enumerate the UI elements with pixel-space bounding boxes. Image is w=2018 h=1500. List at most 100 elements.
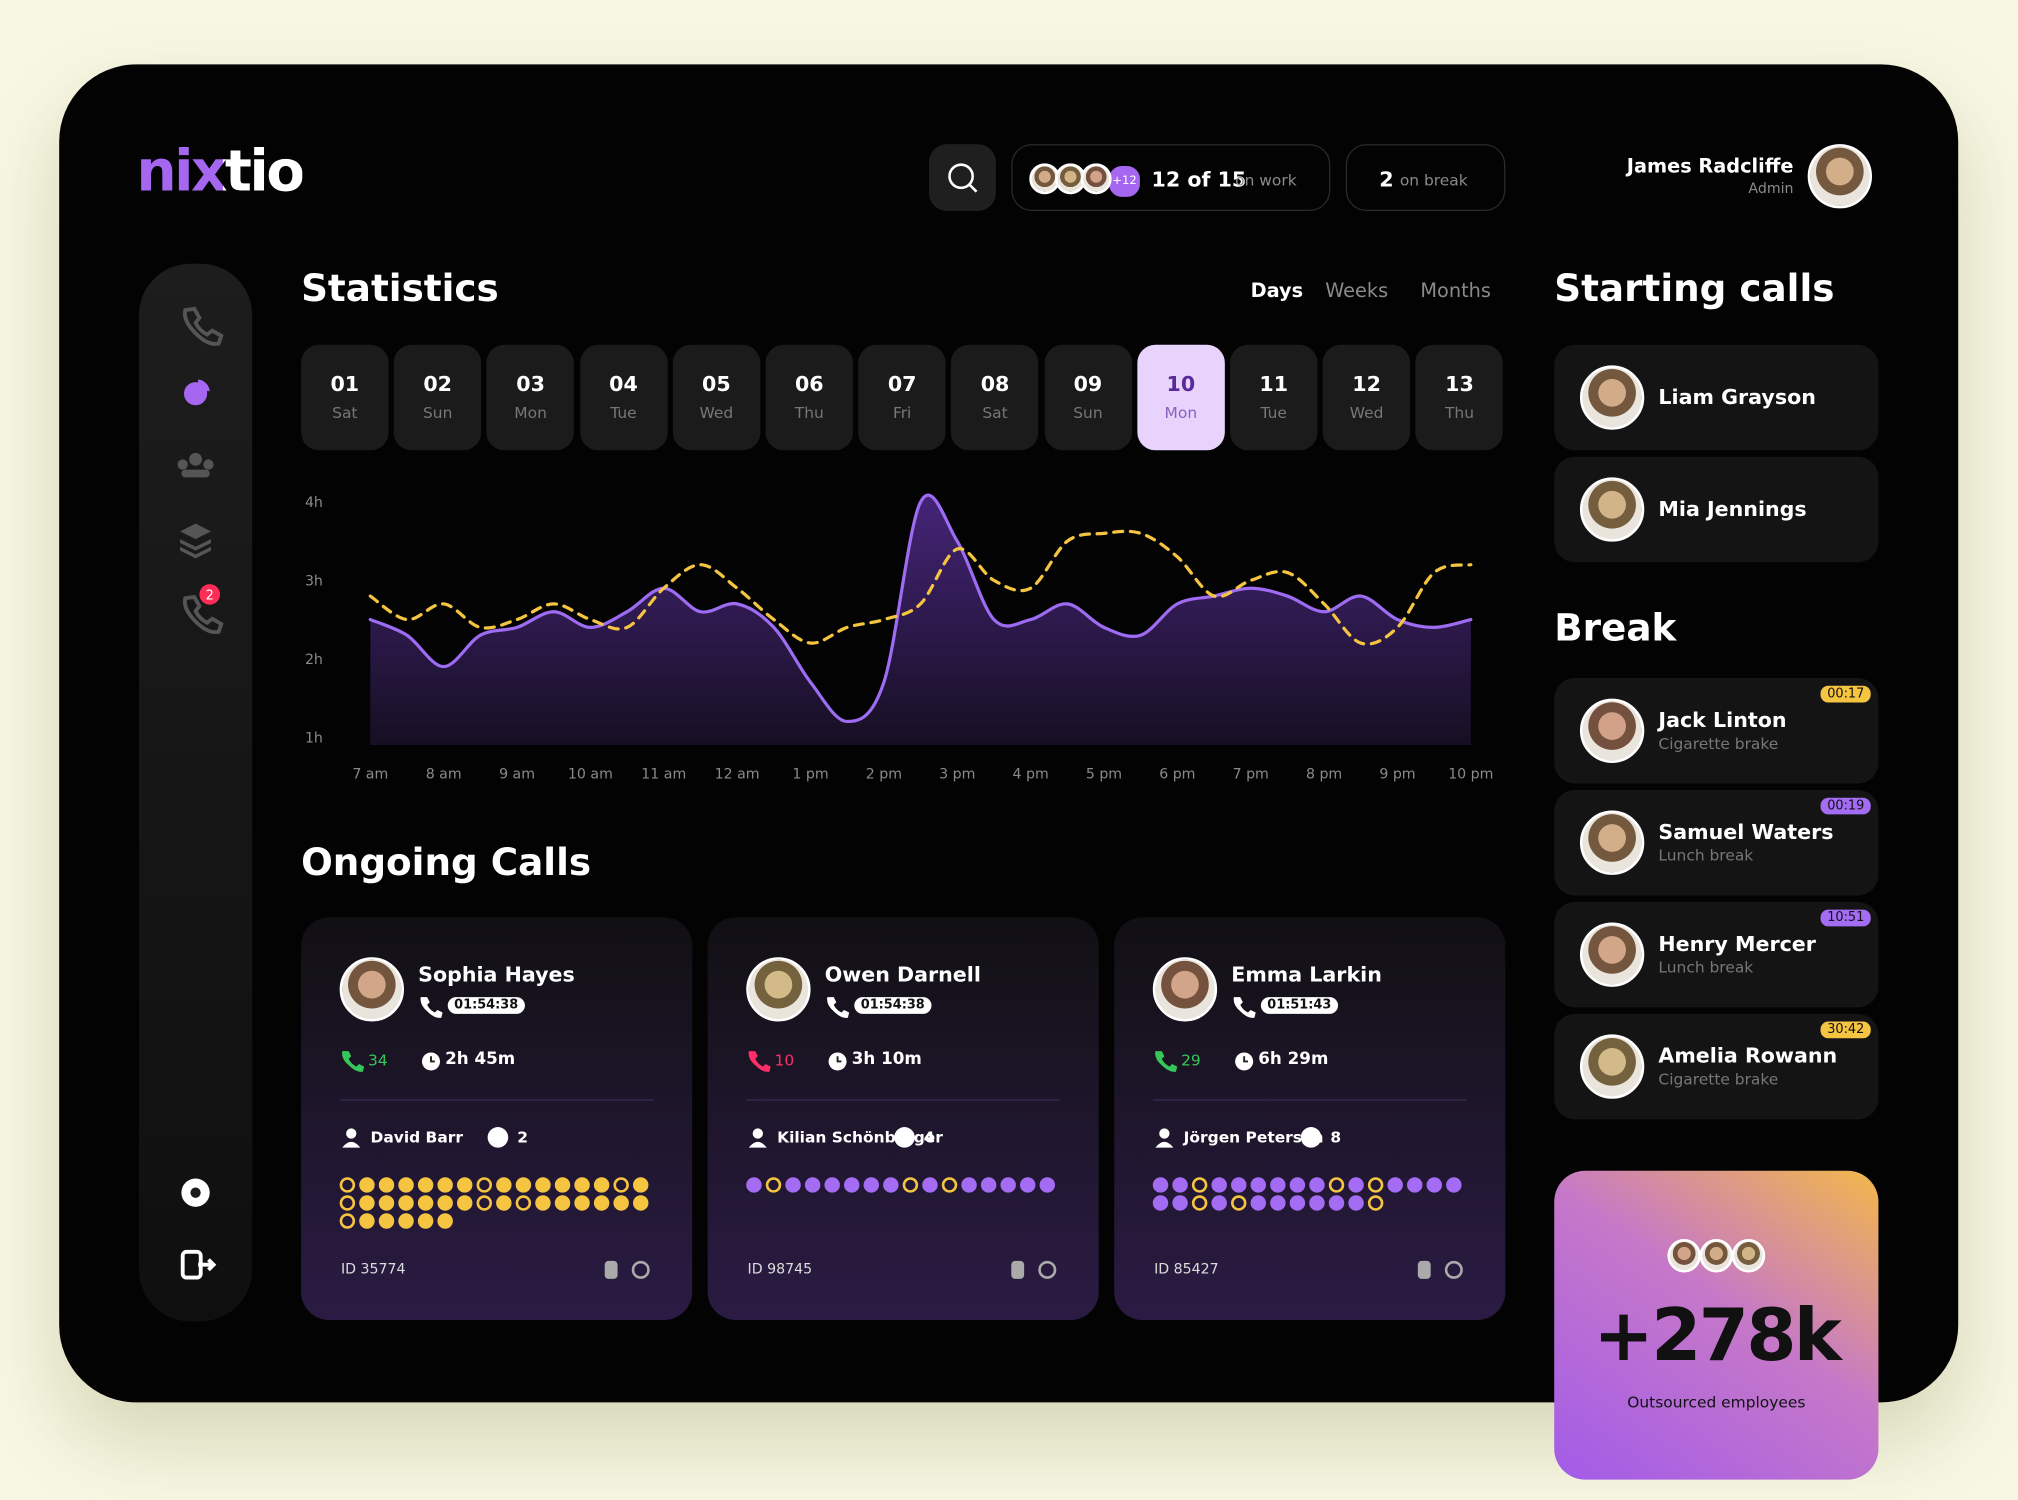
- date-chip[interactable]: [672, 344, 761, 451]
- person-name: Samuel Waters: [1658, 819, 1834, 845]
- promo-card[interactable]: [1554, 1170, 1879, 1480]
- dot: [922, 1177, 938, 1193]
- section-title: Ongoing Calls: [301, 840, 592, 884]
- date-chip[interactable]: [1322, 344, 1411, 451]
- globe-icon: [631, 1260, 650, 1279]
- date-chip[interactable]: [301, 344, 389, 451]
- call-duration: 2h 45m: [445, 1049, 516, 1070]
- call-timer: 01:54:38: [447, 997, 525, 1014]
- date-chip[interactable]: [579, 344, 668, 451]
- logout-icon[interactable]: [180, 1249, 217, 1280]
- globe-icon: [1038, 1260, 1057, 1279]
- avatar: [1807, 144, 1873, 209]
- person-icon: [346, 1128, 357, 1139]
- layers-icon[interactable]: [180, 523, 212, 559]
- person-name: Liam Grayson: [1658, 384, 1816, 410]
- clock-hand: [836, 1056, 842, 1063]
- date-weekday: Wed: [1349, 403, 1384, 423]
- call-id: ID 35774: [340, 1260, 406, 1278]
- dot: [1191, 1195, 1208, 1211]
- db-icon: [604, 1260, 618, 1279]
- dot: [1367, 1177, 1384, 1193]
- date-chip[interactable]: [393, 344, 482, 451]
- call-count: 34: [367, 1051, 388, 1070]
- user-name: James Radcliffe: [1626, 154, 1794, 178]
- dot: [1367, 1195, 1384, 1211]
- dot: [883, 1177, 899, 1193]
- dot: [398, 1195, 414, 1211]
- date-chip[interactable]: [1415, 344, 1504, 451]
- phone-icon[interactable]: [182, 306, 224, 346]
- y-tick-label: 1h: [305, 730, 323, 746]
- dot: [339, 1213, 356, 1229]
- dot: [359, 1213, 375, 1229]
- x-tick-label: 8 am: [426, 766, 462, 782]
- on-break-pill[interactable]: [1345, 144, 1506, 212]
- x-tick-label: 10 am: [568, 766, 613, 782]
- avatar: [746, 957, 811, 1022]
- date-chip[interactable]: [765, 344, 854, 451]
- phone-icon: [1152, 997, 1467, 1279]
- on-work-count: 12 of 15: [1151, 167, 1247, 192]
- break-time: 00:19: [1820, 797, 1871, 815]
- search-button[interactable]: [928, 144, 996, 212]
- date-chip[interactable]: [1044, 344, 1132, 451]
- on-break-label: on break: [1399, 171, 1468, 190]
- missed-badge: 2: [206, 589, 214, 604]
- dot: [417, 1213, 434, 1229]
- person-icon: [752, 1128, 763, 1139]
- dot: [535, 1177, 551, 1193]
- date-day: 08: [980, 371, 1010, 397]
- person-name: Mia Jennings: [1658, 496, 1807, 522]
- dot: [1270, 1177, 1286, 1193]
- dot: [1270, 1195, 1286, 1211]
- date-chip[interactable]: [1137, 344, 1225, 451]
- date-weekday: Mon: [514, 403, 547, 423]
- dot: [515, 1195, 532, 1211]
- clock-hand: [430, 1056, 435, 1063]
- dot: [1328, 1195, 1345, 1211]
- dot: [1387, 1177, 1403, 1193]
- missed-call-icon[interactable]: [182, 594, 224, 635]
- avatar: [1152, 957, 1218, 1022]
- break-reason: Lunch break: [1658, 846, 1754, 865]
- call-count: 10: [774, 1051, 795, 1070]
- section-title: Starting calls: [1554, 266, 1835, 311]
- clock-hand: [1243, 1056, 1249, 1063]
- date-weekday: Sat: [332, 403, 358, 423]
- dot: [633, 1177, 649, 1193]
- stats-icon[interactable]: [183, 379, 210, 406]
- phone-icon: [827, 997, 850, 1018]
- x-tick-label: 8 pm: [1306, 766, 1342, 782]
- call-timer: 01:54:38: [854, 997, 932, 1014]
- dot: [1250, 1177, 1267, 1193]
- date-chip[interactable]: [951, 344, 1039, 451]
- date-day: 12: [1352, 371, 1381, 397]
- tab[interactable]: Months: [1420, 279, 1491, 303]
- avatar: [1080, 163, 1112, 195]
- dot: [1289, 1195, 1306, 1211]
- x-tick-label: 9 pm: [1379, 766, 1415, 782]
- date-day: 06: [794, 371, 824, 397]
- on-work-pill[interactable]: [1011, 144, 1331, 212]
- dot: [804, 1177, 821, 1193]
- date-weekday: Thu: [794, 403, 824, 423]
- dot: [1211, 1195, 1227, 1211]
- date-chip[interactable]: [486, 344, 575, 451]
- dot: [1250, 1195, 1267, 1211]
- date-chip[interactable]: [858, 344, 946, 451]
- db-icon: [1011, 1260, 1025, 1279]
- info-count: 4: [923, 1128, 935, 1147]
- dot: [1000, 1177, 1016, 1193]
- tab[interactable]: Weeks: [1325, 279, 1389, 303]
- team-icon[interactable]: [177, 452, 214, 478]
- date-day: 02: [423, 371, 452, 397]
- avatar: [1699, 1238, 1734, 1273]
- dot: [339, 1177, 356, 1193]
- x-tick-label: 9 am: [499, 766, 535, 782]
- avatar: [339, 957, 404, 1022]
- tab[interactable]: Days: [1250, 279, 1304, 303]
- settings-icon[interactable]: [181, 1178, 210, 1207]
- dot: [378, 1195, 395, 1211]
- date-chip[interactable]: [1229, 344, 1318, 451]
